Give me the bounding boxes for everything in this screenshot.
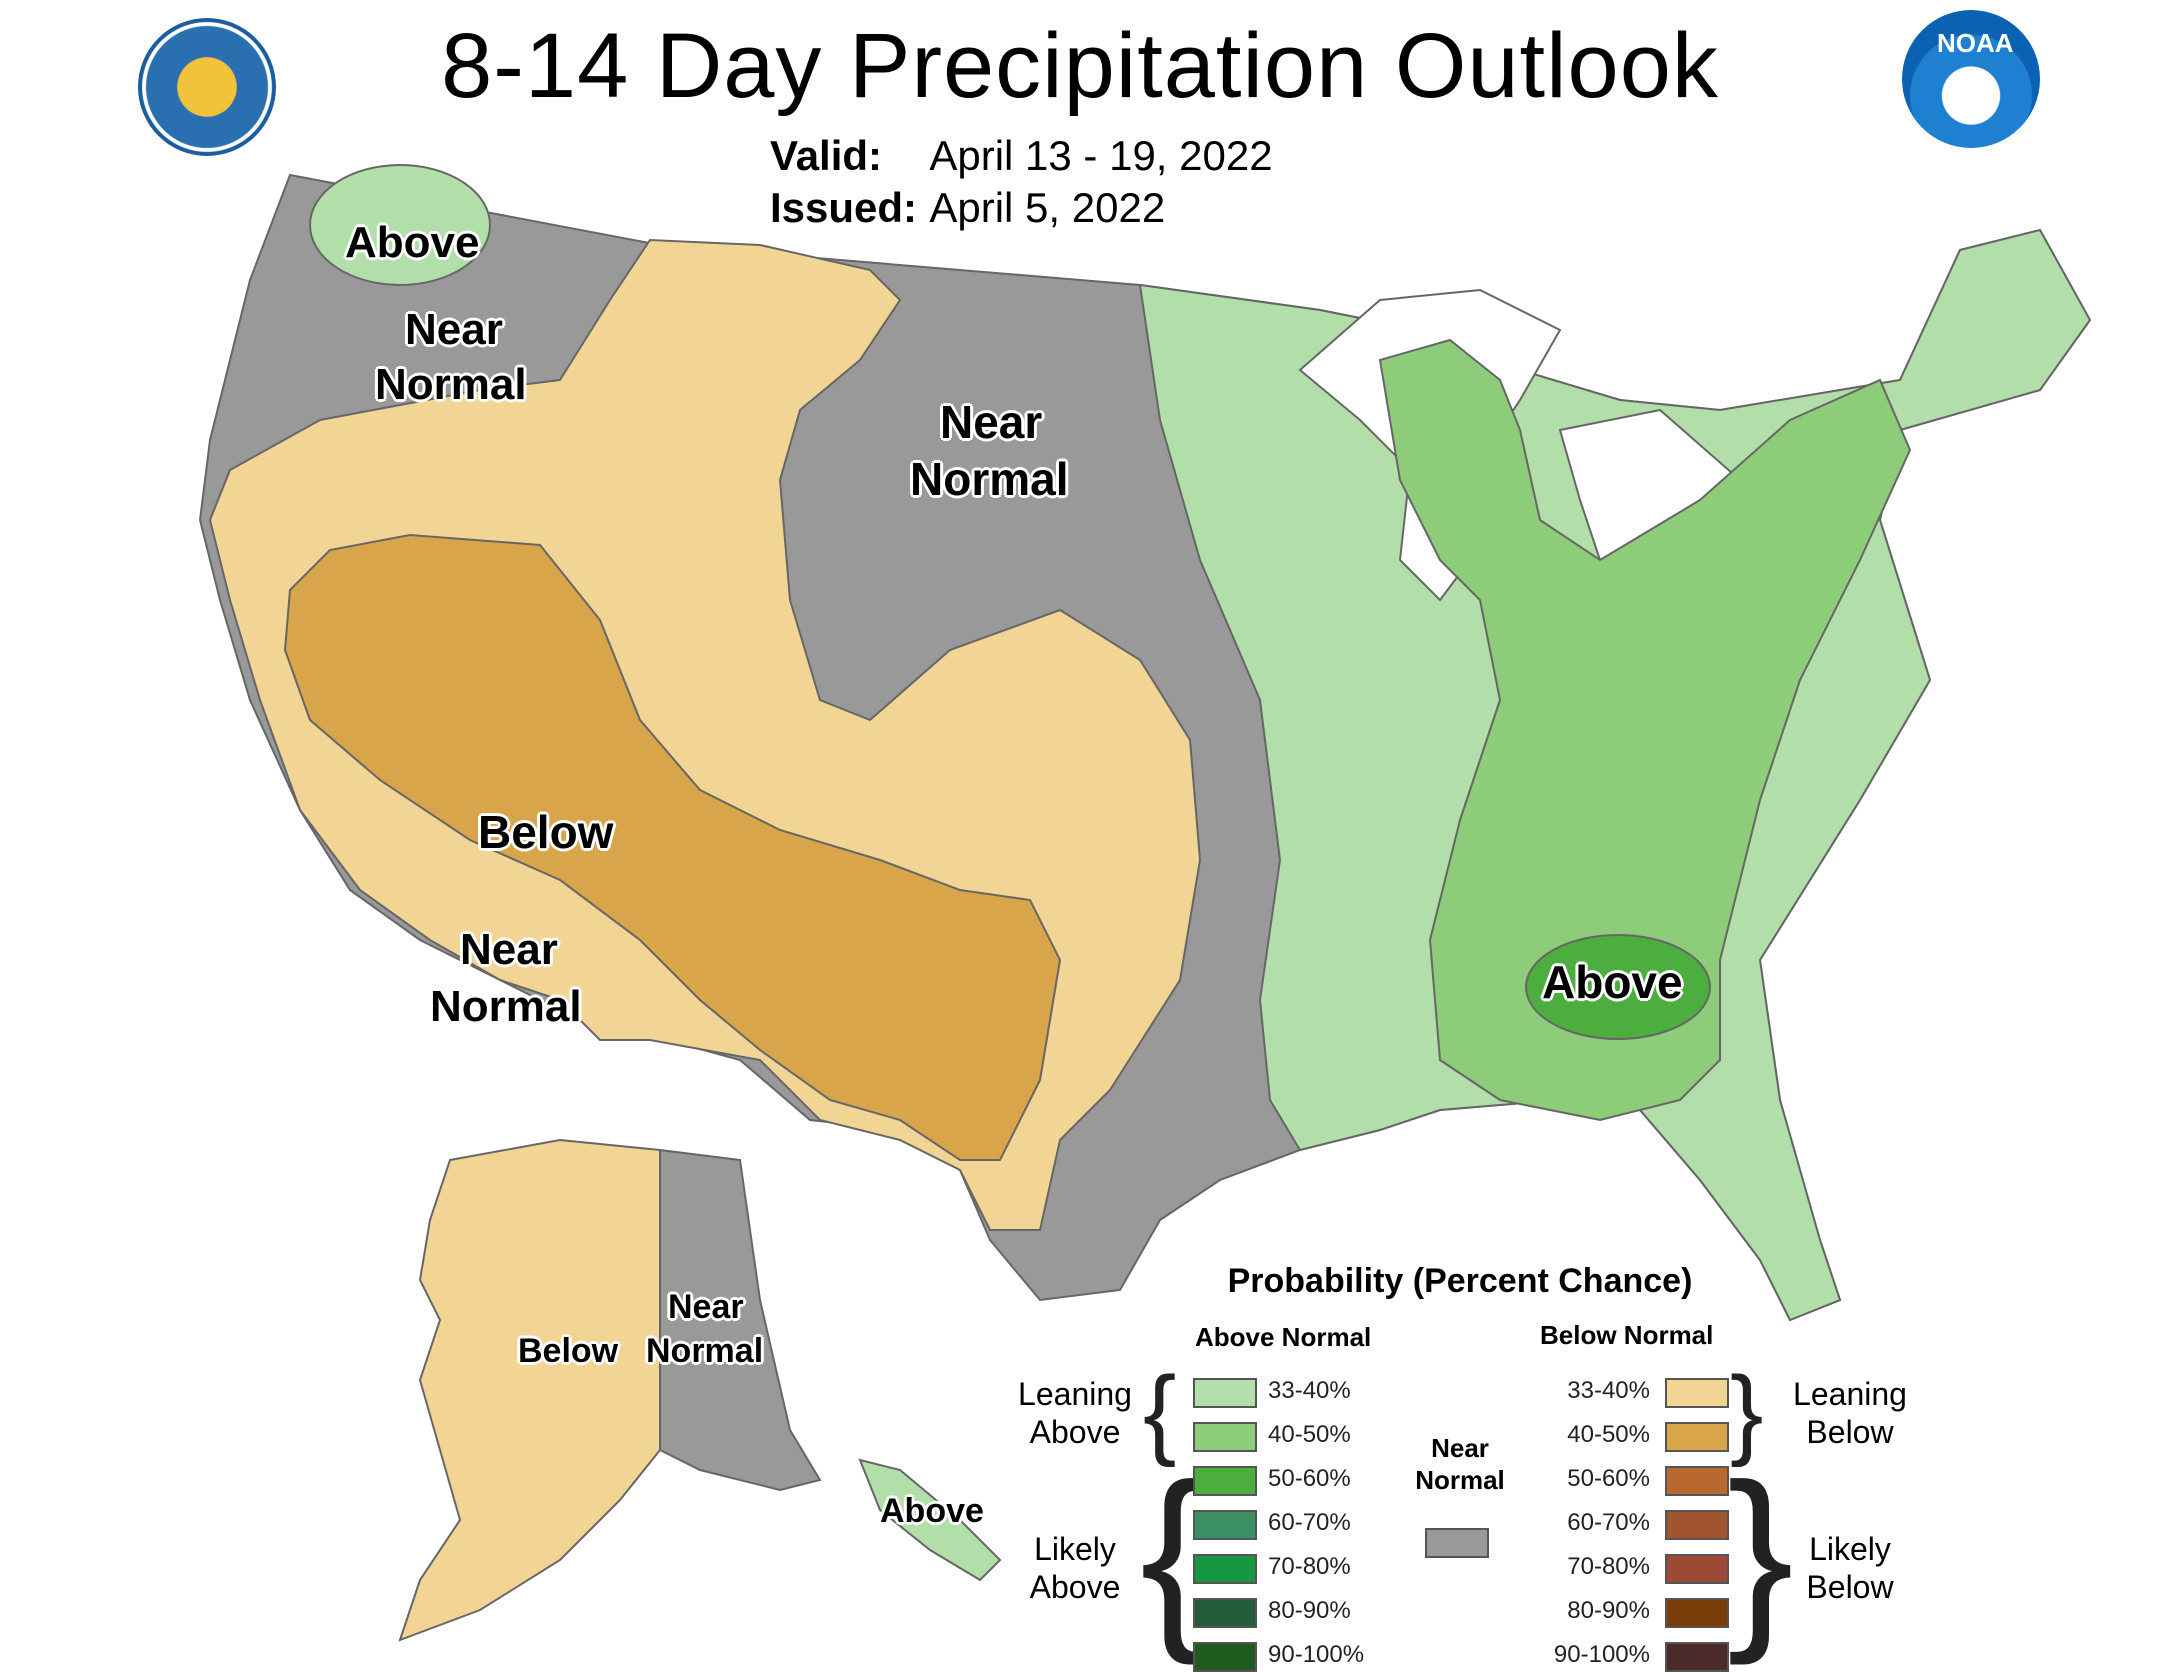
below-swatch-4: [1665, 1554, 1729, 1584]
noaa-logo-icon: [1902, 10, 2040, 148]
below-swatch-6: [1665, 1642, 1729, 1672]
brace-likely-below-icon: }: [1727, 1443, 1794, 1666]
ohio-valley-above-region: [1378, 338, 1912, 1122]
valid-value: April 13 - 19, 2022: [929, 132, 1273, 179]
alaska-above-label: Above: [880, 1492, 984, 1530]
leaning-below-line-2: Below: [1806, 1414, 1894, 1450]
brace-leaning-above-icon: {: [1143, 1356, 1177, 1468]
likely-below-line-1: Likely: [1809, 1531, 1891, 1567]
above-swatch-label-6: 90-100%: [1268, 1641, 1365, 1668]
alaska-near-normal-region: [659, 1148, 822, 1492]
issued-value: April 5, 2022: [929, 184, 1166, 231]
near-normal-line-1: Near: [1431, 1433, 1489, 1463]
valid-label: Valid:: [770, 132, 883, 179]
alaska-near-label-2: Normal: [646, 1332, 764, 1370]
below-swatch-label-6: 90-100%: [1553, 1641, 1650, 1668]
alaska-near-label-1: Near: [668, 1288, 744, 1326]
department-of-commerce-seal-icon: [138, 18, 276, 156]
below-swatch-2: [1665, 1466, 1729, 1496]
pnw-above-label: Above: [345, 218, 480, 267]
plains-near-label-1: Near: [940, 396, 1043, 448]
pnw-above-region: [309, 164, 491, 286]
above-swatch-label-4: 70-80%: [1268, 1553, 1351, 1580]
likely-below-label: Likely Below: [1775, 1530, 1925, 1606]
southeast-above-label: Above: [1542, 956, 1683, 1008]
legend-title: Probability (Percent Chance): [1227, 1262, 1693, 1300]
below-swatch-label-2: 50-60%: [1567, 1465, 1650, 1492]
below-swatch-label-3: 60-70%: [1567, 1509, 1650, 1536]
leaning-above-line-1: Leaning: [1018, 1376, 1132, 1412]
pnw-near-label-1: Near: [405, 305, 503, 354]
legend-above-header: Above Normal: [1195, 1322, 1372, 1352]
above-swatch-2: [1193, 1466, 1257, 1496]
above-swatch-label-2: 50-60%: [1268, 1465, 1351, 1492]
likely-above-line-1: Likely: [1034, 1531, 1116, 1567]
below-swatch-label-5: 80-90%: [1567, 1597, 1650, 1624]
plains-near-label-2: Normal: [910, 453, 1069, 505]
below-swatch-label-0: 33-40%: [1567, 1377, 1650, 1404]
legend-below-header: Below Normal: [1540, 1320, 1714, 1350]
leaning-below-line-1: Leaning: [1793, 1376, 1907, 1412]
noaa-logo-text: NOAA: [1937, 28, 2014, 58]
below-swatch-label-4: 70-80%: [1567, 1553, 1650, 1580]
issued-label: Issued:: [770, 184, 918, 231]
above-swatch-label-5: 80-90%: [1268, 1597, 1351, 1624]
above-swatch-label-1: 40-50%: [1268, 1421, 1351, 1448]
leaning-below-label: Leaning Below: [1775, 1375, 1925, 1451]
above-swatch-label-3: 60-70%: [1268, 1509, 1351, 1536]
below-swatch-1: [1665, 1422, 1729, 1452]
pnw-near-label-2: Normal: [375, 360, 527, 409]
below-swatch-3: [1665, 1510, 1729, 1540]
above-swatch-label-0: 33-40%: [1268, 1377, 1351, 1404]
date-block: Valid: April 13 - 19, 2022 Issued: April…: [770, 130, 1273, 234]
southeast-above-region: [1525, 934, 1711, 1040]
above-swatch-1: [1193, 1422, 1257, 1452]
page-title: 8-14 Day Precipitation Outlook: [441, 15, 1719, 117]
alaska-above-region: [858, 1458, 1002, 1582]
above-swatch-6: [1193, 1642, 1257, 1672]
below-swatch-label-1: 40-50%: [1567, 1421, 1650, 1448]
above-swatch-5: [1193, 1598, 1257, 1628]
near-normal-swatch: [1425, 1528, 1489, 1558]
below-swatch-5: [1665, 1598, 1729, 1628]
likely-above-line-2: Above: [1029, 1569, 1121, 1605]
likely-below-line-2: Below: [1806, 1569, 1894, 1605]
near-normal-label: Near Normal: [1395, 1432, 1525, 1496]
above-swatch-3: [1193, 1510, 1257, 1540]
leaning-above-line-2: Above: [1029, 1414, 1121, 1450]
brace-leaning-below-icon: }: [1730, 1356, 1764, 1468]
below-swatch-0: [1665, 1378, 1729, 1408]
socal-near-label-1: Near: [460, 925, 558, 974]
socal-near-label-2: Normal: [430, 982, 582, 1031]
leaning-above-label: Leaning Above: [1000, 1375, 1150, 1451]
alaska-below-label: Below: [518, 1332, 619, 1370]
above-swatch-4: [1193, 1554, 1257, 1584]
alaska-below-region: [398, 1138, 661, 1642]
southwest-below-label: Below: [478, 806, 614, 858]
near-normal-line-2: Normal: [1415, 1465, 1505, 1495]
above-swatch-0: [1193, 1378, 1257, 1408]
likely-above-label: Likely Above: [1000, 1530, 1150, 1606]
southwest-below-region: [283, 533, 1062, 1161]
